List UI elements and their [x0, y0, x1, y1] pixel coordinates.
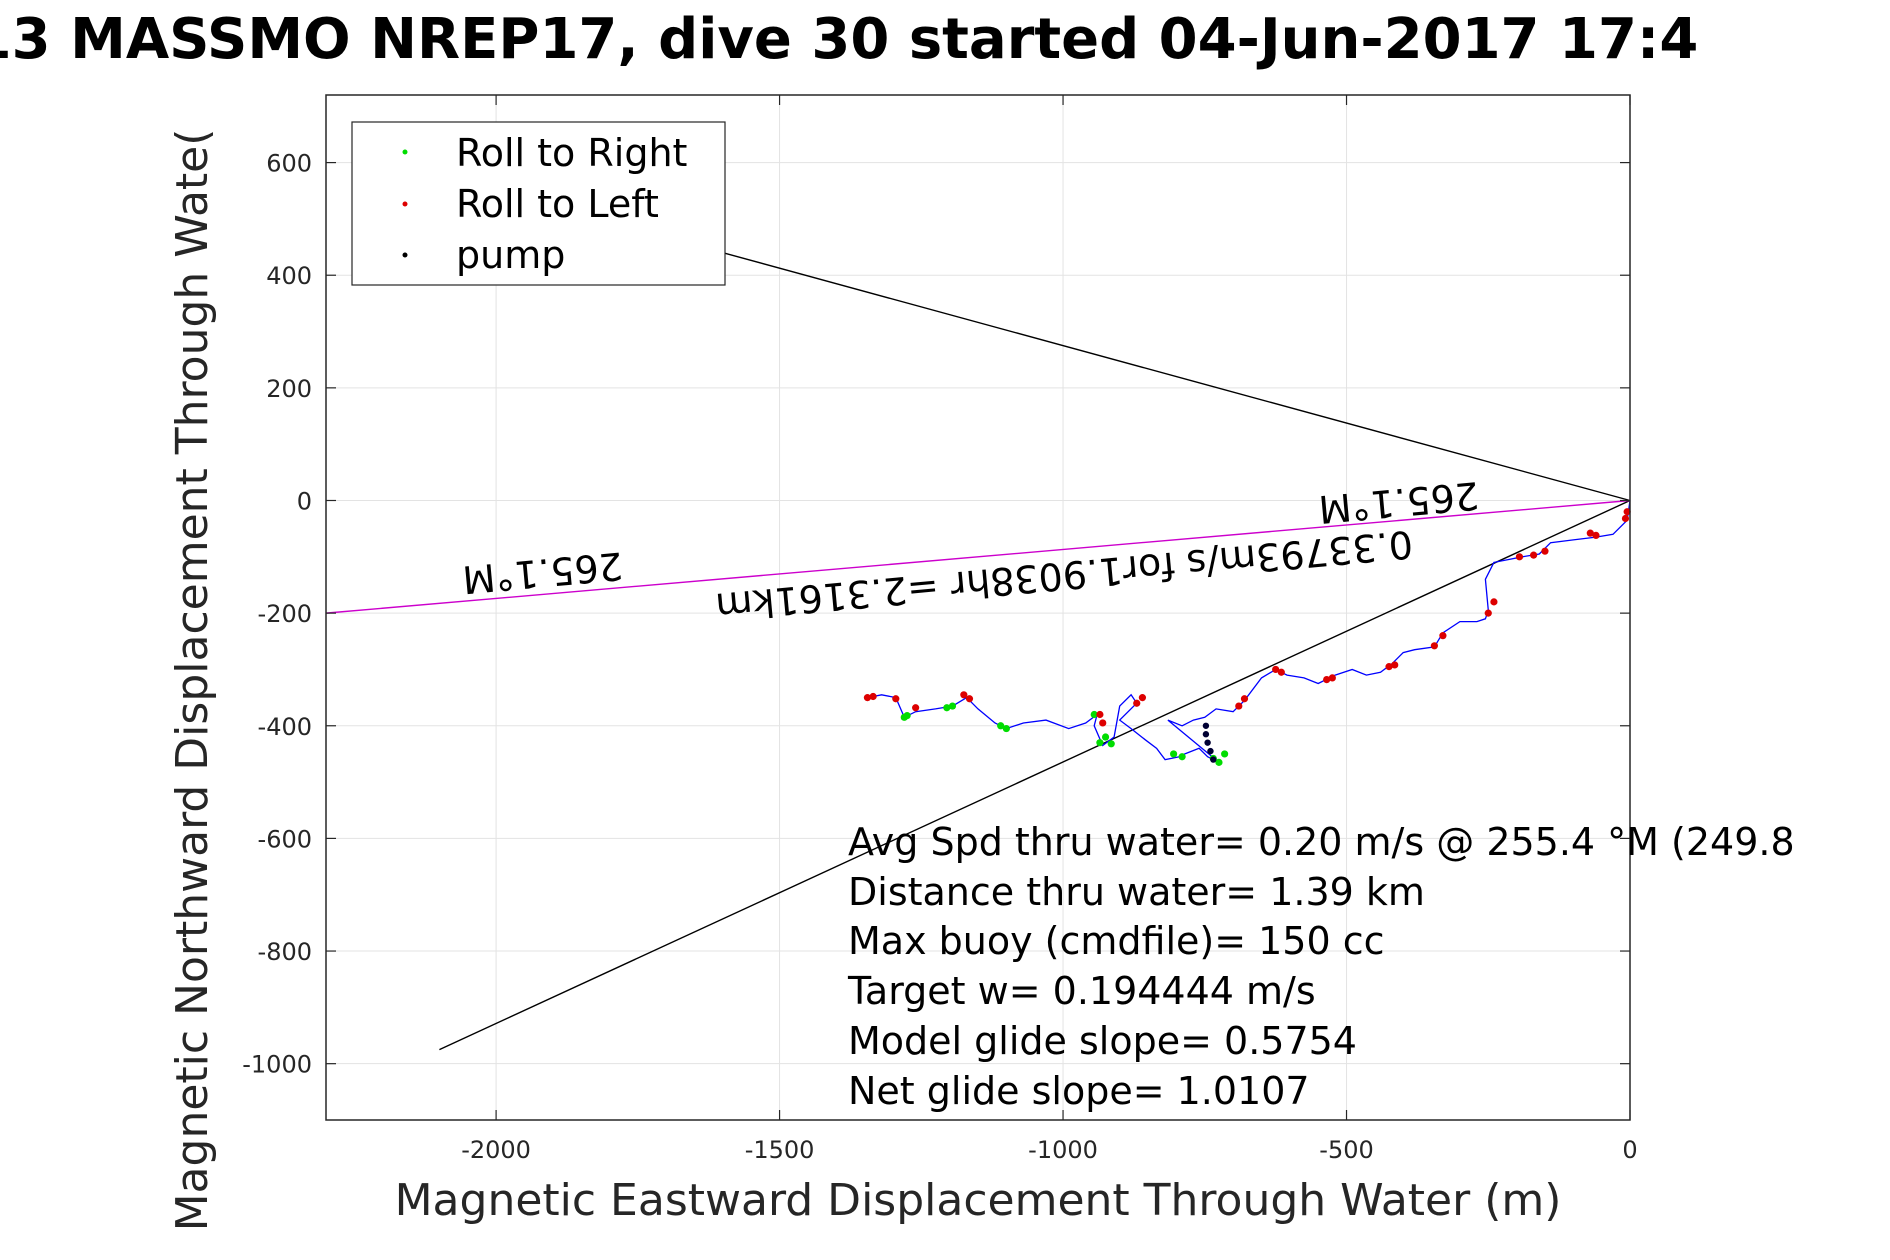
y-tick-label: 200 — [266, 375, 312, 403]
y-tick-label: -200 — [258, 600, 312, 628]
roll-right-marker — [1107, 740, 1115, 748]
stat-net-glide-slope: Net glide slope= 1.0107 — [848, 1069, 1310, 1113]
roll-right-marker — [1002, 724, 1010, 733]
roll-left-marker — [1133, 699, 1141, 707]
y-axis-label: Magnetic Northward Displacement Through … — [167, 129, 218, 1232]
legend-marker-roll-left — [402, 201, 408, 207]
x-axis-label: Magnetic Eastward Displacement Through W… — [395, 1175, 1562, 1226]
pump-marker — [1204, 739, 1211, 746]
reference-lines — [325, 252, 1631, 1051]
pump-marker — [1210, 756, 1217, 763]
pump-marker — [1202, 722, 1210, 729]
roll-left-marker — [1515, 553, 1524, 561]
roll-left-marker — [1621, 514, 1630, 523]
roll-left-marker — [1391, 661, 1399, 669]
legend-marker-pump — [402, 252, 408, 258]
roll-right-marker — [1090, 710, 1098, 719]
legend: Roll to Right Roll to Left pump — [351, 121, 726, 286]
stat-distance: Distance thru water= 1.39 km — [848, 870, 1425, 914]
roll-right-marker — [903, 712, 911, 720]
legend-label-pump: pump — [456, 233, 565, 277]
x-tick-label: -1000 — [1028, 1136, 1098, 1164]
pump-marker — [1202, 731, 1210, 738]
chart-title: 613 MASSMO NREP17, dive 30 started 04-Ju… — [0, 7, 1698, 72]
roll-right-marker — [948, 702, 957, 710]
y-tick-label: -1000 — [242, 1051, 312, 1079]
roll-right-marker — [943, 704, 951, 712]
roll-right-marker — [1221, 750, 1229, 758]
reference-line — [325, 499, 1631, 614]
roll-right-marker — [997, 722, 1005, 730]
y-tick-label: -800 — [258, 938, 312, 966]
roll-left-marker — [1272, 665, 1280, 674]
roll-right-marker — [1178, 753, 1186, 761]
roll-right-marker — [1170, 750, 1178, 758]
roll-left-marker — [1099, 719, 1107, 727]
x-tick-label: 0 — [1622, 1136, 1637, 1164]
roll-left-marker — [1277, 668, 1285, 676]
reference-line — [722, 252, 1631, 502]
legend-marker-roll-right — [402, 149, 408, 155]
roll-left-marker — [1586, 529, 1594, 537]
roll-left-marker — [965, 695, 974, 703]
roll-left-marker — [1430, 642, 1438, 650]
roll-left-marker — [1323, 675, 1331, 684]
y-tick-label: 0 — [297, 487, 312, 515]
reference-line — [439, 499, 1631, 1051]
roll-right-marker — [1101, 733, 1110, 741]
legend-label-roll-right: Roll to Right — [456, 131, 687, 175]
roll-left-marker — [1623, 508, 1631, 516]
roll-left-marker — [1138, 694, 1147, 702]
roll-left-marker — [1439, 632, 1447, 640]
x-tick-label: -2000 — [461, 1136, 531, 1164]
roll-markers — [863, 508, 1631, 766]
roll-left-marker — [1096, 710, 1104, 719]
roll-left-marker — [912, 704, 920, 712]
legend-box — [351, 121, 726, 286]
roll-left-marker — [863, 694, 872, 702]
dive-statistics: Avg Spd thru water= 0.20 m/s @ 255.4 °M … — [847, 820, 1795, 1113]
roll-left-marker — [1530, 551, 1538, 559]
roll-left-marker — [892, 695, 900, 703]
stat-avg-speed: Avg Spd thru water= 0.20 m/s @ 255.4 °M … — [848, 820, 1795, 864]
roll-right-marker — [1096, 739, 1104, 747]
axis-ticks: -2000 -1500 -1000 -500 0 600 400 200 0 -200 -400 -6… — [242, 95, 1638, 1164]
x-tick-label: -500 — [1319, 1136, 1373, 1164]
roll-left-marker — [1240, 695, 1249, 703]
y-tick-label: 400 — [266, 262, 312, 290]
roll-left-marker — [1541, 547, 1549, 555]
roll-left-marker — [1592, 531, 1600, 540]
roll-left-marker — [960, 691, 968, 699]
plot-frame — [325, 94, 1631, 1121]
roll-left-marker — [869, 692, 877, 701]
legend-label-roll-left: Roll to Left — [456, 182, 659, 226]
pump-marker — [1207, 747, 1214, 755]
roll-left-marker — [1235, 702, 1243, 710]
roll-left-marker — [1484, 609, 1492, 617]
stat-max-buoy: Max buoy (cmdfile)= 150 cc — [848, 919, 1385, 963]
roll-left-marker — [1490, 598, 1498, 606]
y-tick-label: 600 — [266, 150, 312, 178]
y-tick-label: -600 — [258, 825, 312, 853]
x-tick-label: -1500 — [745, 1136, 815, 1164]
stat-target-w: Target w= 0.194444 m/s — [847, 969, 1316, 1013]
roll-left-marker — [1328, 674, 1336, 682]
stat-model-glide-slope: Model glide slope= 0.5754 — [848, 1019, 1357, 1063]
roll-right-marker — [1215, 758, 1223, 766]
y-tick-label: -400 — [258, 713, 312, 741]
roll-left-marker — [1385, 663, 1393, 671]
